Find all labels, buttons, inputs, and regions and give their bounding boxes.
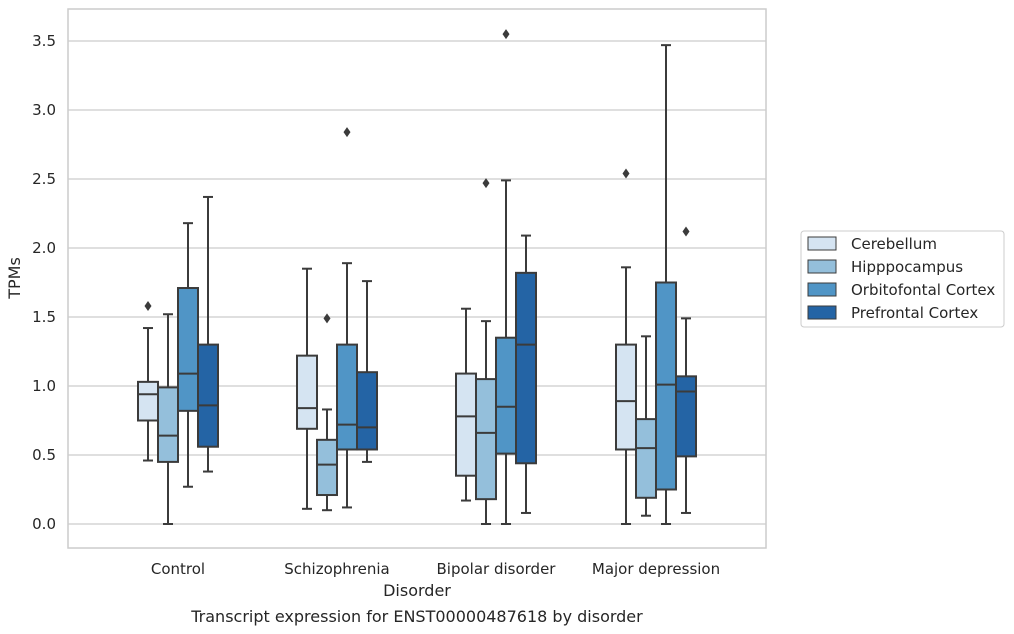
legend-swatch <box>807 236 837 251</box>
box-0-0 <box>137 300 159 462</box>
box-iqr <box>615 343 637 451</box>
box-3-0 <box>197 195 219 473</box>
y-axis-title: TPMs <box>5 257 24 300</box>
boxes <box>137 29 697 525</box>
box-iqr <box>157 386 179 463</box>
legend-label: Hipppocampus <box>851 258 963 276</box>
box-3-1 <box>356 280 378 463</box>
legend-label: Orbitofontal Cortex <box>851 281 995 299</box>
box-iqr <box>475 378 497 501</box>
legend-swatch <box>807 259 837 274</box>
box-3-3 <box>675 226 697 514</box>
box-iqr <box>675 375 697 458</box>
box-1-2 <box>475 178 497 525</box>
y-tick-label: 2.0 <box>32 239 56 257</box>
y-tick-label: 0.0 <box>32 515 56 533</box>
box-iqr <box>336 343 358 451</box>
box-iqr <box>515 271 537 465</box>
y-tick-label: 1.0 <box>32 377 56 395</box>
box-iqr <box>655 281 677 491</box>
x-tick-label: Major depression <box>592 560 720 578</box>
legend-swatch <box>807 282 837 297</box>
box-2-3 <box>655 44 677 525</box>
y-tick-label: 3.0 <box>32 101 56 119</box>
box-iqr <box>137 380 159 422</box>
box-iqr <box>635 418 657 499</box>
y-tick-label: 1.5 <box>32 308 56 326</box>
outlier-point <box>343 127 351 138</box>
box-0-3 <box>615 168 637 525</box>
outlier-point <box>622 168 630 179</box>
box-1-3 <box>635 335 657 517</box>
plot-frame <box>67 8 767 549</box>
box-iqr <box>296 354 318 430</box>
y-tick-label: 2.5 <box>32 170 56 188</box>
legend-swatch <box>807 305 837 320</box>
y-tick-label: 0.5 <box>32 446 56 464</box>
box-iqr <box>356 371 378 451</box>
box-0-1 <box>296 267 318 510</box>
x-axis-ticks: Control Schizophrenia Bipolar disorder Majo… <box>151 560 720 578</box>
outlier-point <box>682 226 690 237</box>
box-1-1 <box>316 313 338 512</box>
box-3-2 <box>515 234 537 514</box>
box-2-1 <box>336 127 358 509</box>
legend-label: Cerebellum <box>851 235 937 253</box>
box-iqr <box>177 287 199 412</box>
box-2-0 <box>177 222 199 488</box>
box-iqr <box>197 343 219 448</box>
chart-caption: Transcript expression for ENST0000048761… <box>190 607 643 626</box>
outlier-point <box>502 29 510 40</box>
outlier-point <box>323 313 331 324</box>
x-tick-label: Control <box>151 560 205 578</box>
box-iqr <box>495 336 517 455</box>
legend-frame <box>800 230 1005 328</box>
box-0-2 <box>455 307 477 502</box>
legend: Cerebellum Hipppocampus Orbitofontal Corte… <box>800 230 1005 328</box>
x-tick-label: Schizophrenia <box>284 560 389 578</box>
x-tick-label: Bipolar disorder <box>437 560 557 578</box>
y-tick-label: 3.5 <box>32 32 56 50</box>
box-2-2 <box>495 29 517 525</box>
legend-label: Prefrontal Cortex <box>851 304 978 322</box>
x-axis-title: Disorder <box>383 581 451 600</box>
outlier-point <box>482 178 490 189</box>
box-1-0 <box>157 313 179 525</box>
y-axis-ticks: 0.0 0.5 1.0 1.5 2.0 2.5 3.0 3.5 <box>32 32 56 533</box>
box-iqr <box>316 438 338 497</box>
outlier-point <box>144 300 152 311</box>
box-iqr <box>455 372 477 477</box>
